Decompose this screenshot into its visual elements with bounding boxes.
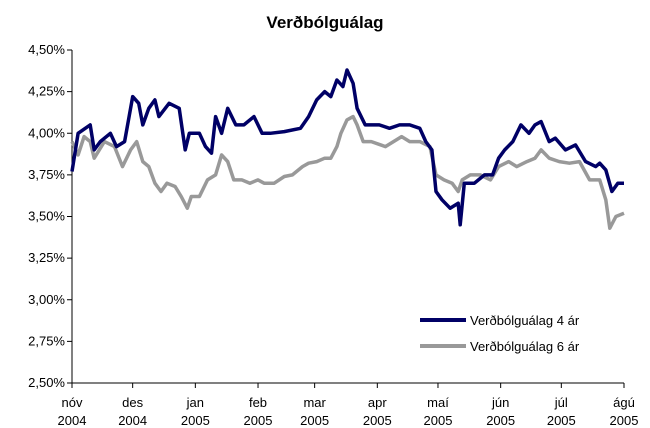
- x-tick-label: des 2004: [118, 395, 147, 428]
- y-tick-label: 4,50%: [28, 42, 65, 57]
- x-tick-label: nóv 2004: [58, 395, 87, 428]
- chart-title: Verðbólguálag: [266, 13, 383, 32]
- y-tick-label: 3,50%: [28, 209, 65, 224]
- x-tick-label: mar 2005: [300, 395, 329, 428]
- y-tick-label: 3,25%: [28, 250, 65, 265]
- y-tick-label: 2,50%: [28, 375, 65, 390]
- y-tick-label: 4,25%: [28, 84, 65, 99]
- x-tick-label: júl 2005: [547, 395, 576, 428]
- x-tick-label: apr 2005: [363, 395, 392, 428]
- y-tick-label: 4,00%: [28, 125, 65, 140]
- line-series: [70, 68, 624, 227]
- y-tick-label: 3,00%: [28, 292, 65, 307]
- x-tick-label: feb 2005: [244, 395, 273, 428]
- x-tick-label: jan 2005: [181, 395, 210, 428]
- x-tick-label: jún 2005: [486, 395, 515, 428]
- line-series: [70, 114, 625, 230]
- legend-label: Verðbólguálag 6 ár: [470, 339, 580, 354]
- y-tick-label: 3,75%: [28, 167, 65, 182]
- legend-label: Verðbólguálag 4 ár: [470, 313, 580, 328]
- x-tick-label: ágú 2005: [610, 395, 639, 428]
- x-tick-label: maí 2005: [424, 395, 453, 428]
- y-tick-label: 2,75%: [28, 333, 65, 348]
